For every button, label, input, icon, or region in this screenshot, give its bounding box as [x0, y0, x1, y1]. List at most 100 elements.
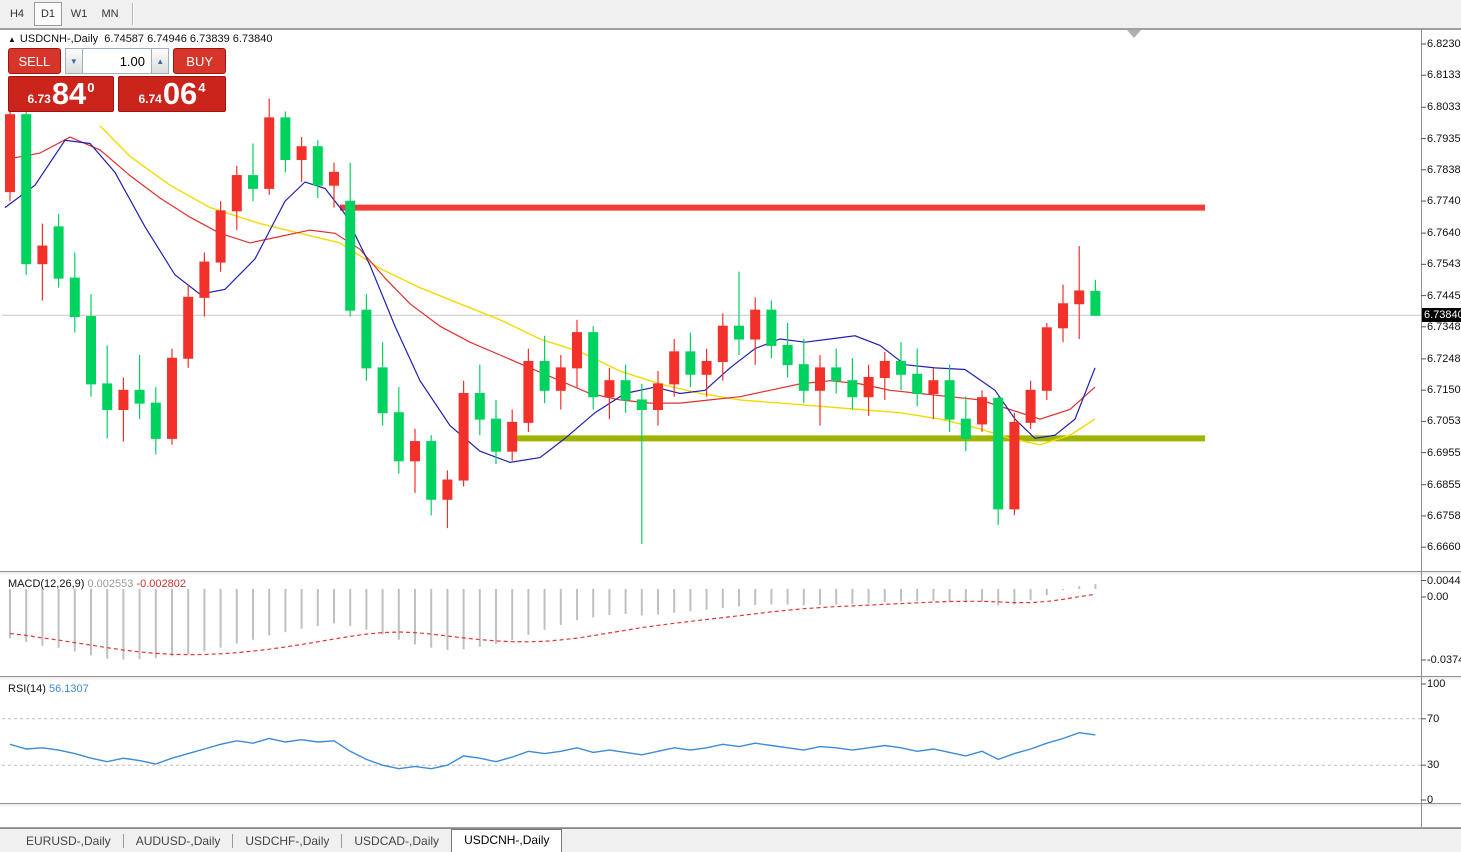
scroll-to-end-marker[interactable]: [1127, 30, 1141, 38]
sell-price-box[interactable]: 6.73 84 0: [8, 76, 114, 112]
toolbar-separator: [132, 3, 134, 25]
candle-body: [37, 245, 48, 265]
candle-body: [588, 332, 599, 398]
macd-axis-label: -0.037475: [1427, 653, 1461, 666]
symbol-name: USDCNH-,Daily: [19, 33, 99, 45]
candle-body: [199, 261, 210, 298]
chart-window[interactable]: ▲ USDCNH-,Daily 6.74587 6.74946 6.73839 6…: [0, 29, 1461, 852]
candle-body: [847, 380, 858, 398]
price-axis-label: 6.68555: [1427, 478, 1461, 491]
price-axis-label: 6.82305: [1427, 38, 1461, 50]
symbol-header: ▲ USDCNH-,Daily 6.74587 6.74946 6.73839 6…: [8, 33, 273, 45]
candle-body: [377, 367, 388, 414]
tab-separator: [122, 834, 124, 848]
candle-body: [1025, 389, 1036, 423]
price-axis-label: 6.70530: [1427, 415, 1461, 428]
period-button-w1[interactable]: W1: [70, 8, 88, 20]
candle-body: [1058, 303, 1068, 329]
price-axis-label: 6.69555: [1427, 446, 1461, 459]
candle-body: [977, 397, 987, 425]
price-axis-label: 6.77405: [1427, 195, 1461, 208]
rsi-value: 56.1307: [48, 683, 89, 695]
candle-body: [361, 309, 372, 369]
chart-tab-usdcnh[interactable]: USDCNH-,Daily: [451, 829, 563, 852]
price-axis-label: 6.81330: [1427, 69, 1461, 82]
candle-body: [410, 441, 420, 462]
candle-body: [685, 351, 696, 375]
candle-body: [653, 383, 663, 411]
candle-body: [555, 367, 566, 391]
candle-body: [636, 399, 647, 411]
panel-splitter[interactable]: [0, 676, 1461, 680]
candle-body: [134, 389, 145, 404]
candle-body: [896, 360, 906, 375]
buy-price-box[interactable]: 6.74 06 4: [118, 76, 226, 112]
price-axis-label: 6.78380: [1427, 163, 1461, 176]
candle-body: [750, 309, 761, 340]
candle-body: [150, 402, 161, 439]
rsi-axis-label: 0: [1427, 794, 1434, 806]
volume-increase-button[interactable]: ▲: [151, 48, 170, 74]
candle-body: [993, 397, 1004, 510]
candle-body: [507, 421, 518, 452]
tab-separator: [232, 834, 234, 848]
price-axis-label: 6.72480: [1427, 352, 1461, 365]
candle-body: [474, 393, 485, 420]
macd-signal-line: [9, 593, 1096, 656]
candle-body: [312, 146, 323, 186]
candle-body: [21, 114, 32, 265]
expand-triangle-icon[interactable]: ▲: [8, 35, 16, 44]
volume-input[interactable]: [83, 48, 151, 74]
candle-body: [491, 418, 501, 452]
price-axis-label: 6.75430: [1427, 258, 1461, 271]
sell-price-sup: 0: [87, 80, 95, 95]
chart-tab-usdcad[interactable]: USDCAD-,Daily: [354, 834, 440, 848]
candle-body: [329, 171, 339, 186]
candle-body: [928, 380, 939, 395]
buy-price-big: 06: [162, 76, 198, 111]
chart-canvas[interactable]: [0, 29, 1461, 852]
candle-body: [69, 277, 80, 318]
candle-body: [231, 175, 242, 212]
candle-body: [215, 210, 226, 263]
symbol-ohlc: 6.74587 6.74946 6.73839 6.73840: [104, 33, 273, 45]
price-axis-label: 6.79355: [1427, 132, 1461, 145]
chart-tab-usdchf[interactable]: USDCHF-,Daily: [245, 834, 330, 848]
tab-separator: [341, 834, 343, 848]
candle-body: [86, 316, 96, 385]
price-axis-label: 6.66605: [1427, 541, 1461, 554]
sell-price-big: 84: [51, 76, 87, 111]
candle-body: [912, 373, 923, 395]
candle-body: [345, 200, 356, 311]
sell-button[interactable]: SELL: [8, 48, 61, 74]
macd-axis-label: 0.00: [1427, 591, 1449, 603]
period-button-mn[interactable]: MN: [101, 8, 119, 20]
macd-axis-label: 0.004459: [1427, 574, 1461, 587]
volume-decrease-button[interactable]: ▼: [64, 48, 83, 74]
macd-main-value: 0.002553: [87, 578, 134, 590]
candle-body: [1009, 421, 1020, 510]
chart-tab-eurusd[interactable]: EURUSD-,Daily: [26, 834, 111, 848]
period-button-d1[interactable]: D1: [34, 2, 62, 26]
period-button-h4[interactable]: H4: [9, 8, 25, 20]
candle-body: [1041, 327, 1052, 391]
macd-label: MACD(12,26,9) 0.002553 -0.002802: [8, 578, 186, 590]
panel-splitter[interactable]: [0, 571, 1461, 575]
price-axis-label: 6.76405: [1427, 227, 1461, 240]
candle-body: [669, 351, 680, 385]
price-axis-label: 6.71505: [1427, 384, 1461, 397]
candle-body: [717, 325, 728, 362]
candle-body: [442, 479, 453, 500]
chart-tab-audusd[interactable]: AUDUSD-,Daily: [135, 834, 221, 848]
rsi-line: [9, 731, 1096, 770]
candle-body: [53, 226, 64, 279]
candle-body: [523, 360, 534, 423]
panel-splitter[interactable]: [0, 803, 1461, 807]
candle-body: [393, 412, 404, 462]
candle-body: [280, 117, 291, 161]
period-toolbar: H4 D1 W1 MN: [0, 0, 1461, 29]
candle-body: [1090, 290, 1101, 316]
candle-body: [960, 418, 971, 439]
buy-button[interactable]: BUY: [173, 48, 226, 74]
candle-body: [5, 114, 15, 193]
